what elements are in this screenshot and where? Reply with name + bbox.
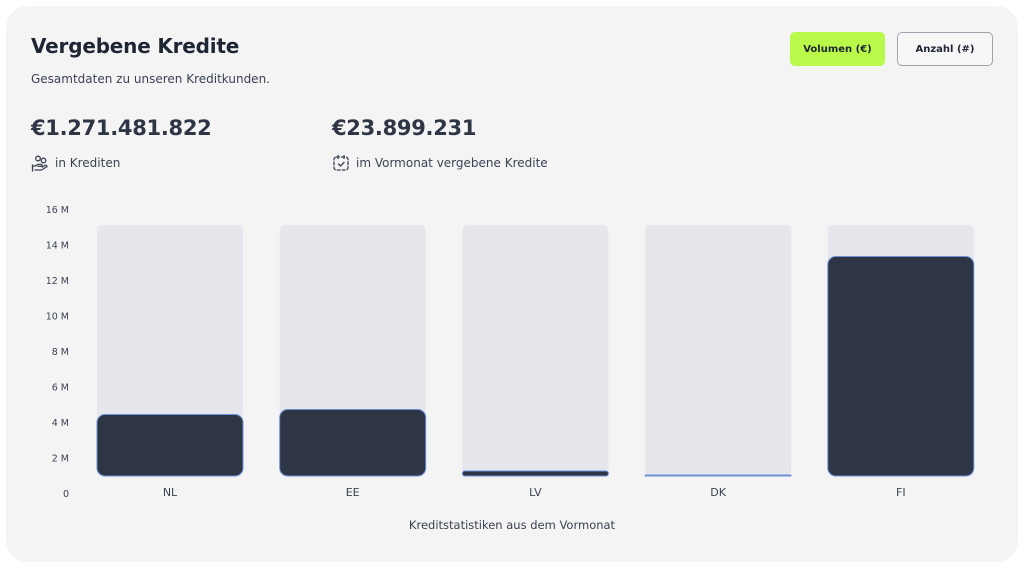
bar-ee[interactable] [279, 408, 427, 477]
bar-lv[interactable] [461, 470, 609, 477]
x-tick-label: FI [896, 486, 906, 499]
y-tick-label: 0 [63, 489, 69, 500]
bar-nl[interactable] [96, 413, 244, 477]
x-tick-label: NL [163, 486, 178, 499]
y-tick-label: 8 M [52, 347, 69, 358]
volume-toggle-button[interactable]: Volumen (€) [790, 32, 885, 66]
y-tick-label: 16 M [46, 205, 69, 216]
x-tick-label: DK [710, 486, 726, 499]
bar-dk[interactable] [644, 474, 792, 477]
total-loans-label: in Krediten [31, 154, 120, 172]
y-tick-label: 14 M [46, 241, 69, 252]
loans-card: Vergebene Kredite Gesamtdaten zu unseren… [6, 6, 1018, 562]
loans-bar-chart: 0 2 M 4 M 6 M 8 M 10 M 12 M 14 M 16 M NL EE LV DK FI [46, 205, 975, 500]
bar-track [97, 225, 243, 476]
last-month-loans-label-text: im Vormonat vergebene Kredite [356, 156, 548, 170]
y-tick-label: 10 M [46, 312, 69, 323]
bar-track [462, 225, 609, 476]
x-axis-title: Kreditstatistiken aus dem Vormonat [408, 518, 616, 532]
y-tick-label: 4 M [52, 418, 69, 429]
count-toggle-button[interactable]: Anzahl (#) [897, 32, 993, 66]
x-tick-label: LV [529, 486, 542, 499]
page-subtitle: Gesamtdaten zu unseren Kreditkunden. [31, 72, 270, 86]
last-month-loans-value: €23.899.231 [332, 116, 477, 140]
bar-fi[interactable] [827, 256, 975, 477]
calendar-check-icon [333, 154, 349, 171]
y-tick-label: 2 M [52, 454, 69, 465]
x-tick-label: EE [346, 486, 360, 499]
page-title: Vergebene Kredite [31, 34, 240, 58]
y-tick-label: 12 M [46, 276, 69, 287]
last-month-loans-label: im Vormonat vergebene Kredite [332, 154, 548, 172]
hand-coins-icon [31, 155, 48, 172]
total-loans-label-text: in Krediten [55, 156, 121, 170]
total-loans-value: €1.271.481.822 [31, 116, 212, 140]
y-tick-label: 6 M [52, 383, 69, 394]
bar-track [645, 225, 792, 476]
